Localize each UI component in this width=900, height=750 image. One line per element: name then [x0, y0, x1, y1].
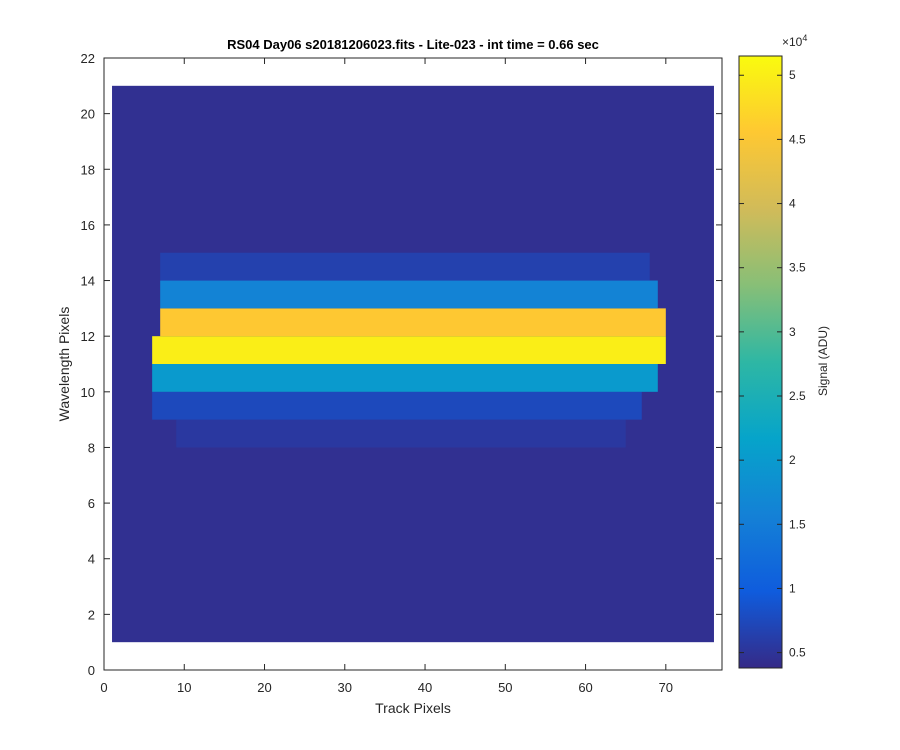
colorbar-tick-label: 3: [789, 325, 796, 339]
x-tick-label: 50: [498, 680, 512, 695]
y-tick-label: 16: [81, 218, 95, 233]
axes-box: [103, 57, 723, 671]
colorbar-tick-label: 2.5: [789, 389, 806, 403]
colorbar-tick-label: 1: [789, 581, 796, 595]
colorbar-label: Signal (ADU): [816, 326, 830, 396]
colorbar-tick-label: 1.5: [789, 517, 806, 531]
colorbar: 0.5 1 1.5 2 2.5 3 3.5 4 4.5 5 ×104 Signal (ADU): [738, 33, 830, 669]
colorbar-box: [738, 55, 783, 669]
heatmap-row-12: [160, 308, 666, 337]
plot-area: 0 10 20 30 40 50 60 70 0 2 4 6 8 10 12 14 16 18 20 22: [81, 51, 723, 695]
y-tick-label: 8: [88, 440, 95, 455]
y-tick-label: 6: [88, 496, 95, 511]
x-tick-label: 20: [257, 680, 271, 695]
heatmap-image: [112, 85, 714, 643]
x-axis-ticks: 0 10 20 30 40 50 60 70: [100, 58, 673, 695]
y-tick-label: 18: [81, 162, 95, 177]
y-tick-label: 4: [88, 552, 95, 567]
y-axis-label: Wavelength Pixels: [56, 307, 72, 422]
heatmap-row-11: [152, 336, 666, 364]
heatmap-row-9: [152, 391, 642, 420]
y-tick-label: 10: [81, 385, 95, 400]
colorbar-tick-label: 3.5: [789, 261, 806, 275]
colorbar-ticks: 0.5 1 1.5 2 2.5 3 3.5 4 4.5 5: [739, 68, 806, 660]
heatmap-row-8: [176, 419, 626, 448]
colorbar-gradient: [739, 56, 782, 668]
x-tick-label: 10: [177, 680, 191, 695]
colorbar-tick-label: 4.5: [789, 132, 806, 146]
chart-title: RS04 Day06 s20181206023.fits - Lite-023 …: [227, 37, 599, 52]
y-tick-label: 12: [81, 329, 95, 344]
x-tick-label: 40: [418, 680, 432, 695]
y-tick-label: 2: [88, 607, 95, 622]
heatmap-row-10: [152, 364, 658, 392]
y-tick-label: 22: [81, 51, 95, 66]
x-tick-label: 0: [100, 680, 107, 695]
colorbar-tick-label: 2: [789, 453, 796, 467]
x-tick-label: 70: [659, 680, 673, 695]
colorbar-tick-label: 5: [789, 68, 796, 82]
colorbar-multiplier-exponent: 4: [802, 33, 807, 43]
colorbar-multiplier: ×104: [782, 33, 807, 49]
heatmap-row-13: [160, 280, 658, 309]
y-tick-label: 20: [81, 107, 95, 122]
x-tick-label: 30: [338, 680, 352, 695]
y-axis-ticks: 0 2 4 6 8 10 12 14 16 18 20 22: [81, 51, 722, 678]
x-tick-label: 60: [578, 680, 592, 695]
x-axis-label: Track Pixels: [375, 700, 451, 716]
y-tick-label: 14: [81, 274, 95, 289]
heatmap-row-14: [160, 252, 650, 281]
colorbar-tick-label: 4: [789, 197, 796, 211]
colorbar-tick-label: 0.5: [789, 646, 806, 660]
y-tick-label: 0: [88, 663, 95, 678]
